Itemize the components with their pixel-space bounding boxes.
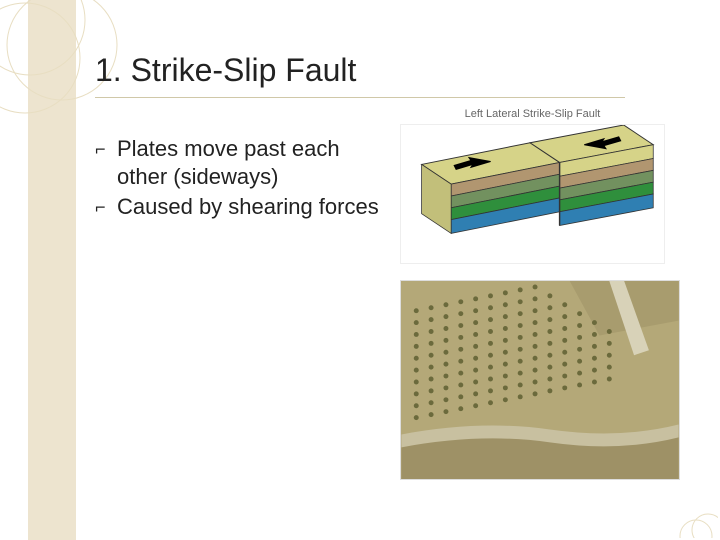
bullet-icon: ⌐ xyxy=(95,193,117,221)
photo-area xyxy=(400,280,680,480)
bullet-text: Plates move past each other (sideways) xyxy=(117,135,395,191)
diagram-area: Left Lateral Strike-Slip Fault xyxy=(400,108,665,263)
title-underline xyxy=(95,97,625,98)
footer-decorative-circles xyxy=(678,508,718,538)
diagram-caption: Left Lateral Strike-Slip Fault xyxy=(400,108,665,120)
bullet-text: Caused by shearing forces xyxy=(117,193,379,221)
body-area: ⌐ Plates move past each other (sideways)… xyxy=(95,135,395,223)
fault-photo xyxy=(401,281,679,479)
decorative-strip xyxy=(28,0,76,540)
slide: 1. Strike-Slip Fault ⌐ Plates move past … xyxy=(0,0,720,540)
title-area: 1. Strike-Slip Fault xyxy=(95,52,356,89)
bullet-item: ⌐ Caused by shearing forces xyxy=(95,193,395,221)
bullet-item: ⌐ Plates move past each other (sideways) xyxy=(95,135,395,191)
slide-title: 1. Strike-Slip Fault xyxy=(95,52,356,89)
strike-slip-diagram xyxy=(400,124,665,264)
bullet-icon: ⌐ xyxy=(95,135,117,163)
